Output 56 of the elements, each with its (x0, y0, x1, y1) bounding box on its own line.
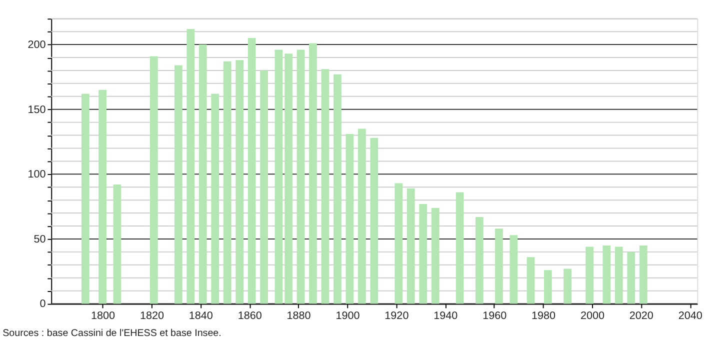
x-tick-label: 1800 (91, 310, 116, 322)
bar (174, 65, 182, 304)
bar (602, 245, 611, 304)
bar (236, 60, 244, 304)
bar (98, 90, 106, 304)
bar (198, 44, 207, 304)
bar (248, 38, 256, 304)
bar (321, 69, 330, 304)
x-tick-label: 2040 (678, 310, 702, 322)
x-tick-label: 1920 (384, 310, 409, 322)
y-tick-label: 200 (28, 38, 46, 51)
y-tick-label: 0 (40, 298, 46, 310)
bar (544, 270, 552, 304)
bar (211, 94, 220, 304)
y-tick-label: 50 (34, 233, 46, 246)
y-tick-label: 100 (28, 168, 46, 181)
bar (510, 235, 518, 304)
bar (475, 216, 484, 304)
x-tick-label: 1980 (532, 310, 556, 322)
bar (150, 56, 158, 304)
bar (419, 204, 428, 304)
bar (564, 268, 572, 304)
bar (639, 245, 648, 304)
bar (113, 184, 122, 304)
bar (260, 70, 268, 304)
bar (81, 94, 90, 304)
bar (495, 228, 503, 304)
bar (431, 208, 440, 304)
bar (186, 28, 195, 304)
bar (296, 50, 305, 304)
bar (358, 128, 366, 304)
y-tick-label: 150 (28, 104, 46, 116)
bar (223, 61, 232, 304)
bar (394, 183, 403, 304)
x-tick-label: 1840 (188, 310, 213, 322)
bar (627, 252, 636, 304)
bar (284, 54, 292, 304)
x-tick-label: 1900 (336, 310, 360, 322)
bar (456, 192, 464, 304)
bar (614, 246, 623, 304)
bar (346, 134, 354, 304)
x-tick-label: 1860 (238, 310, 262, 322)
bar (526, 257, 535, 304)
x-tick-label: 2020 (629, 310, 654, 322)
bar (334, 74, 342, 304)
bar (309, 43, 317, 304)
x-tick-label: 1820 (140, 310, 164, 322)
x-tick-label: 2000 (580, 310, 604, 322)
source-note: Sources : base Cassini de l'EHESS et base Insee. (2, 328, 222, 340)
bar (586, 246, 594, 304)
x-tick-label: 1940 (434, 310, 458, 322)
bar (406, 188, 415, 304)
bar (370, 138, 378, 304)
x-tick-label: 1880 (286, 310, 311, 322)
bar (274, 50, 283, 304)
x-tick-label: 1960 (482, 310, 507, 322)
